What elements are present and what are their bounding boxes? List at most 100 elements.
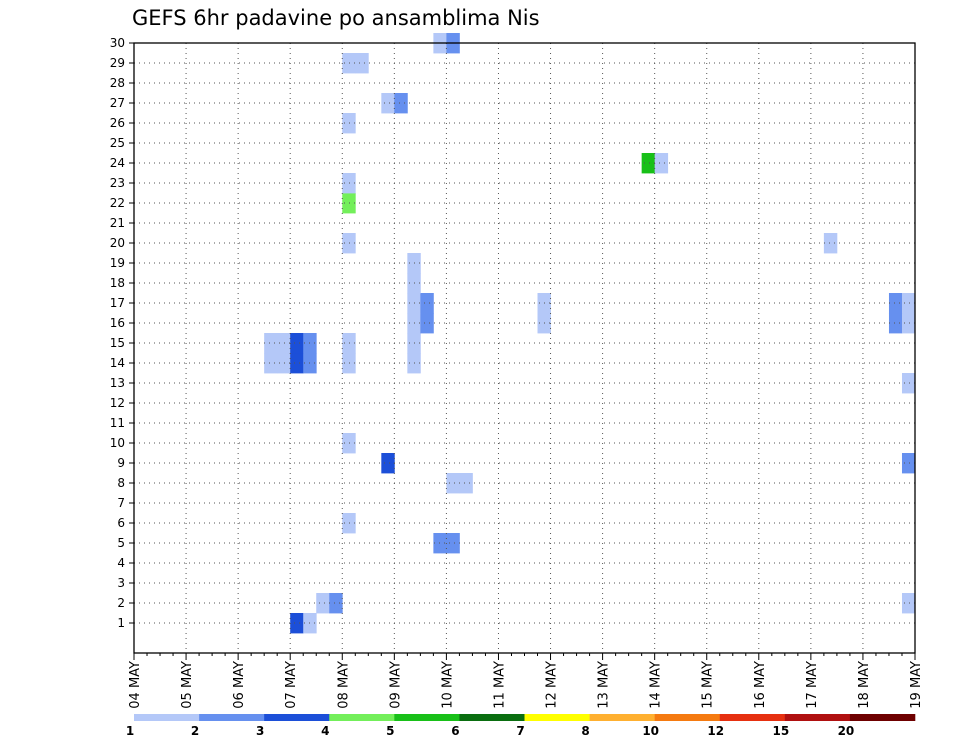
y-tick-label: 11 xyxy=(110,416,125,430)
legend-label: 6 xyxy=(451,724,459,738)
legend-swatch xyxy=(784,714,851,721)
legend-label: 3 xyxy=(256,724,264,738)
heatmap-cell xyxy=(342,353,356,374)
heatmap-cell xyxy=(342,113,356,134)
y-axis: 1234567891011121314151617181920212223242… xyxy=(110,36,134,630)
legend-label: 10 xyxy=(642,724,659,738)
x-tick-label: 09 MAY xyxy=(388,661,403,709)
x-tick-label: 06 MAY xyxy=(232,661,247,709)
y-tick-label: 6 xyxy=(117,516,125,530)
y-tick-label: 30 xyxy=(110,36,125,50)
legend-swatch xyxy=(459,714,525,721)
x-tick-label: 15 MAY xyxy=(701,661,716,709)
heatmap-cell xyxy=(381,453,395,474)
x-tick-label: 11 MAY xyxy=(492,661,507,709)
heatmap-cell xyxy=(381,93,395,114)
heatmap-cell xyxy=(316,593,330,614)
y-tick-label: 23 xyxy=(110,176,125,190)
heatmap-cell xyxy=(277,353,291,374)
y-tick-label: 7 xyxy=(117,496,125,510)
y-tick-label: 5 xyxy=(117,536,125,550)
heatmap-cell xyxy=(355,53,369,74)
heatmap-cell xyxy=(290,333,304,354)
x-tick-label: 14 MAY xyxy=(649,661,664,709)
legend-label: 7 xyxy=(516,724,524,738)
heatmap-cell xyxy=(901,293,916,314)
heatmap-cell xyxy=(290,353,304,374)
heatmap-cell xyxy=(654,153,669,174)
x-tick-label: 16 MAY xyxy=(753,661,768,709)
y-tick-label: 22 xyxy=(110,196,125,210)
heatmap-cell xyxy=(901,593,916,614)
legend-label: 8 xyxy=(581,724,589,738)
heatmap-cell xyxy=(888,293,903,314)
heatmap-cell xyxy=(901,453,916,474)
y-tick-label: 19 xyxy=(110,256,125,270)
legend-swatch xyxy=(719,714,786,721)
heatmap-cell xyxy=(901,313,916,334)
heatmap-cell xyxy=(277,333,291,354)
heatmap-cell xyxy=(342,333,356,354)
y-tick-label: 20 xyxy=(110,236,125,250)
y-tick-label: 25 xyxy=(110,136,125,150)
y-tick-label: 28 xyxy=(110,76,125,90)
heatmap-cell xyxy=(446,473,460,494)
legend-swatch xyxy=(394,714,460,721)
y-tick-label: 15 xyxy=(110,336,125,350)
grid-lines xyxy=(134,42,915,653)
heatmap-cell xyxy=(823,233,838,254)
plot-frame xyxy=(133,42,916,654)
heatmap-cell xyxy=(264,333,278,354)
x-tick-label: 08 MAY xyxy=(336,661,351,709)
heatmap-cell xyxy=(446,533,460,554)
y-tick-label: 9 xyxy=(117,456,125,470)
chart-title: GEFS 6hr padavine po ansamblima Nis xyxy=(132,6,540,30)
legend-swatch xyxy=(654,714,721,721)
legend-label: 4 xyxy=(321,724,329,738)
legend-swatch xyxy=(264,714,330,721)
y-tick-label: 29 xyxy=(110,56,125,70)
x-tick-label: 05 MAY xyxy=(180,661,195,709)
y-tick-label: 27 xyxy=(110,96,125,110)
x-tick-label: 19 MAY xyxy=(909,661,924,709)
y-tick-label: 18 xyxy=(110,276,125,290)
x-tick-label: 13 MAY xyxy=(597,661,612,709)
y-tick-label: 16 xyxy=(110,316,125,330)
legend-label: 5 xyxy=(386,724,394,738)
y-tick-label: 8 xyxy=(117,476,125,490)
heatmap-cell xyxy=(641,153,656,174)
x-tick-label: 04 MAY xyxy=(128,661,143,709)
heatmap-cell xyxy=(459,473,473,494)
x-tick-label: 12 MAY xyxy=(545,661,560,709)
y-tick-label: 10 xyxy=(110,436,125,450)
legend-swatch xyxy=(849,714,916,721)
legend-swatch xyxy=(524,714,590,721)
y-tick-label: 1 xyxy=(117,616,125,630)
heatmap-cell xyxy=(888,313,903,334)
heatmap-cell xyxy=(342,193,356,214)
heatmap-cell xyxy=(329,593,343,614)
x-tick-label: 18 MAY xyxy=(857,661,872,709)
y-tick-label: 14 xyxy=(110,356,125,370)
heatmap-cell xyxy=(342,513,356,534)
x-tick-label: 10 MAY xyxy=(440,661,455,709)
y-tick-label: 13 xyxy=(110,376,125,390)
heatmap-cell xyxy=(394,93,408,114)
heatmap-cell xyxy=(264,353,278,374)
y-tick-label: 12 xyxy=(110,396,125,410)
x-tick-label: 17 MAY xyxy=(805,661,820,709)
y-tick-label: 3 xyxy=(117,576,125,590)
heatmap-cell xyxy=(420,313,434,334)
heatmap-cell xyxy=(342,233,356,254)
heatmap-cell xyxy=(342,53,356,74)
color-legend: 1 2 3 4 5 6 7 8 10 12 15 20 xyxy=(126,714,916,738)
heatmap-cell xyxy=(342,173,356,194)
y-tick-label: 24 xyxy=(110,156,125,170)
heatmap-cell xyxy=(420,293,434,314)
legend-label: 2 xyxy=(191,724,199,738)
legend-swatch xyxy=(329,714,395,721)
heatmap-cell xyxy=(433,533,447,554)
legend-label: 1 xyxy=(126,724,134,738)
legend-label: 15 xyxy=(772,724,789,738)
y-tick-label: 2 xyxy=(117,596,125,610)
